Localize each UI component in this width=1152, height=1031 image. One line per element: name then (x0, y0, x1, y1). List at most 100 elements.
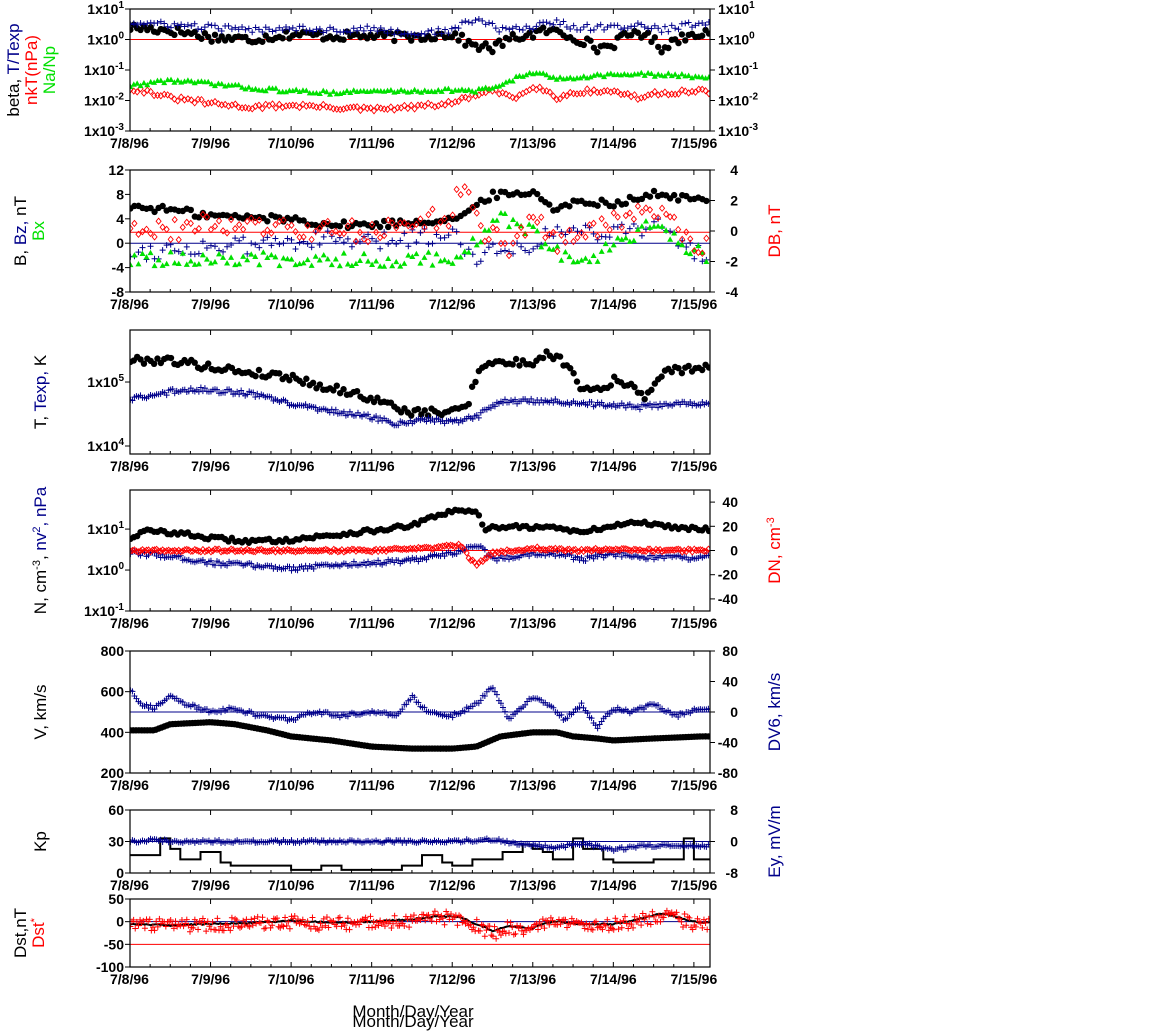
data-point (462, 18, 469, 25)
data-point (618, 924, 625, 931)
data-point (626, 225, 633, 232)
data-point (671, 230, 678, 236)
data-point (205, 21, 212, 28)
data-point (477, 221, 484, 230)
data-point (512, 396, 519, 403)
data-point (340, 250, 347, 256)
x-tick-label: 7/10/96 (268, 458, 315, 474)
data-point (276, 24, 283, 31)
data-point (401, 219, 408, 227)
data-point (154, 355, 161, 362)
data-point (417, 215, 424, 223)
data-point (502, 90, 510, 98)
data-point (252, 393, 259, 400)
data-point (553, 76, 560, 82)
data-point (526, 25, 533, 32)
data-point (501, 210, 508, 217)
data-point (465, 86, 472, 93)
data-point (558, 257, 565, 263)
x-tick-label: 7/15/96 (671, 877, 718, 893)
data-point (364, 546, 372, 555)
data-point (377, 414, 384, 421)
label-part: Dst,nT (11, 908, 30, 958)
data-point (256, 244, 263, 251)
data-point (274, 915, 281, 922)
data-point (489, 241, 496, 248)
x-tick-label: 7/8/96 (110, 971, 149, 987)
data-point (431, 908, 438, 915)
data-point (296, 103, 303, 112)
data-point (546, 245, 553, 252)
data-point (567, 88, 574, 97)
data-point (356, 228, 364, 237)
data-point (538, 922, 545, 929)
data-point (159, 247, 166, 254)
data-point (533, 23, 540, 30)
data-point (639, 910, 646, 917)
data-point (255, 366, 263, 374)
data-point (131, 252, 138, 258)
data-point (689, 74, 696, 81)
data-point (654, 546, 662, 555)
x-tick-label: 7/11/96 (349, 135, 395, 151)
data-point (320, 29, 327, 36)
tick-part: -3 (115, 122, 124, 133)
data-point (208, 80, 215, 87)
data-point (161, 79, 168, 86)
data-point (564, 715, 571, 722)
label-part: , (31, 551, 50, 560)
data-point (638, 208, 646, 216)
data-point (449, 714, 456, 721)
data-point (259, 38, 266, 45)
data-point (269, 28, 276, 35)
data-point (294, 567, 301, 574)
data-point (475, 16, 482, 23)
data-point (154, 923, 161, 930)
data-point (568, 552, 575, 559)
data-point (336, 262, 343, 269)
data-point (634, 202, 641, 210)
y-axis-label: B, Bz, nT (11, 196, 30, 266)
data-point (472, 92, 479, 100)
data-point (554, 709, 561, 716)
data-point (285, 918, 292, 925)
data-point (352, 237, 360, 246)
y2-tick-label: 1x100 (718, 31, 755, 48)
data-point (429, 240, 436, 247)
data-point (241, 921, 248, 928)
data-point (191, 702, 198, 709)
data-point (238, 387, 245, 394)
data-point (497, 239, 505, 248)
data-point (651, 22, 658, 29)
data-point (703, 234, 710, 242)
data-point (244, 256, 251, 263)
data-point (348, 216, 356, 225)
data-point (661, 88, 669, 96)
data-point (162, 923, 169, 930)
data-point (309, 379, 317, 387)
data-point (354, 27, 361, 34)
data-point (248, 560, 255, 567)
data-point (361, 250, 368, 257)
data-point (499, 704, 506, 711)
series-plus-2 (130, 16, 710, 39)
data-point (199, 238, 206, 245)
data-point (291, 912, 298, 919)
data-point (332, 227, 339, 235)
data-point (526, 69, 533, 76)
data-point (429, 205, 436, 213)
x-tick-label: 7/13/96 (509, 296, 556, 312)
data-point (204, 918, 211, 925)
data-point (489, 85, 496, 91)
data-point (433, 224, 440, 232)
data-point (441, 553, 448, 560)
data-point (602, 922, 609, 929)
data-point (150, 360, 158, 368)
data-point (507, 919, 514, 926)
data-point (215, 100, 222, 108)
data-point (141, 925, 148, 932)
data-point (383, 547, 390, 555)
data-point (167, 235, 174, 244)
data-point (303, 87, 310, 93)
data-point (417, 229, 424, 236)
